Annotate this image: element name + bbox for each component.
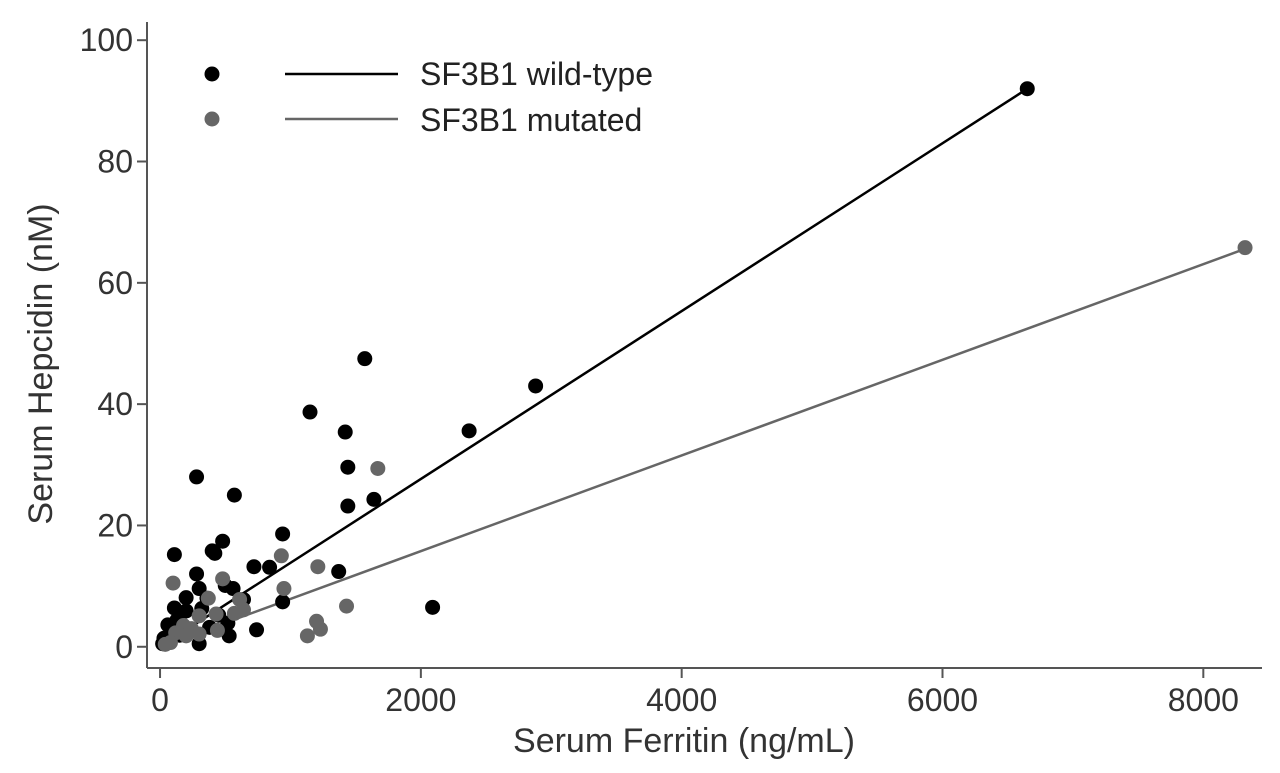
- point-mutated: [209, 622, 225, 638]
- x-axis-title: Serum Ferritin (ng/mL): [513, 722, 855, 760]
- legend-label-mutated: SF3B1 mutated: [420, 102, 642, 138]
- legend-marker-mutated: [204, 111, 220, 127]
- point-wild-type: [189, 566, 205, 582]
- point-mutated: [226, 605, 242, 621]
- point-wild-type: [340, 459, 356, 475]
- point-mutated: [273, 548, 289, 564]
- x-tick-label: 4000: [646, 682, 717, 718]
- point-wild-type: [178, 603, 194, 619]
- point-wild-type: [166, 547, 182, 563]
- point-mutated: [191, 626, 207, 642]
- point-wild-type: [215, 533, 231, 549]
- point-wild-type: [366, 491, 382, 507]
- y-axis-title: Serum Hepcidin (nM): [22, 203, 60, 524]
- regression-lines: [159, 87, 1246, 648]
- point-wild-type: [262, 559, 278, 575]
- point-wild-type: [249, 622, 265, 638]
- point-mutated: [191, 608, 207, 624]
- point-mutated: [165, 575, 181, 591]
- y-tick-label: 100: [80, 22, 133, 58]
- point-wild-type: [340, 498, 356, 514]
- point-wild-type: [357, 351, 373, 367]
- point-mutated: [299, 628, 315, 644]
- legend: SF3B1 wild-type SF3B1 mutated: [204, 56, 653, 138]
- point-mutated: [312, 621, 328, 637]
- point-mutated: [178, 628, 194, 644]
- point-wild-type: [225, 581, 241, 597]
- point-wild-type: [178, 590, 194, 606]
- point-mutated: [370, 460, 386, 476]
- point-wild-type: [337, 424, 353, 440]
- x-ticks: 0 2000 4000 6000 8000: [151, 668, 1239, 718]
- legend-label-wild-type: SF3B1 wild-type: [420, 56, 653, 92]
- axes: [146, 22, 1262, 669]
- y-tick-label: 40: [97, 386, 133, 422]
- data-points: [155, 81, 1253, 652]
- point-wild-type: [425, 599, 441, 615]
- point-wild-type: [1019, 81, 1035, 97]
- x-tick-label: 0: [151, 682, 169, 718]
- point-mutated: [208, 606, 224, 622]
- point-wild-type: [226, 487, 242, 503]
- point-wild-type: [461, 423, 477, 439]
- point-wild-type: [302, 404, 318, 420]
- point-wild-type: [246, 559, 262, 575]
- point-mutated: [215, 571, 231, 587]
- point-wild-type: [207, 545, 223, 561]
- point-wild-type: [275, 526, 291, 542]
- x-tick-label: 6000: [907, 682, 978, 718]
- point-mutated: [157, 636, 173, 652]
- point-wild-type: [528, 378, 544, 394]
- y-tick-label: 20: [97, 507, 133, 543]
- fit-line-mutated: [159, 247, 1246, 648]
- y-ticks: 0 20 40 60 80 100: [80, 22, 147, 665]
- point-wild-type: [331, 564, 347, 580]
- y-tick-label: 60: [97, 265, 133, 301]
- point-wild-type: [221, 628, 237, 644]
- point-mutated: [1237, 240, 1253, 256]
- point-wild-type: [189, 469, 205, 485]
- point-wild-type: [275, 594, 291, 610]
- x-tick-label: 8000: [1168, 682, 1239, 718]
- y-tick-label: 80: [97, 144, 133, 180]
- point-mutated: [200, 590, 216, 606]
- legend-marker-wild-type: [204, 66, 220, 82]
- point-wild-type: [166, 600, 182, 616]
- fit-line-wild-type: [159, 87, 1028, 648]
- point-mutated: [310, 559, 326, 575]
- x-tick-label: 2000: [385, 682, 456, 718]
- point-mutated: [339, 598, 355, 614]
- point-mutated: [276, 581, 292, 597]
- y-tick-label: 0: [115, 629, 133, 665]
